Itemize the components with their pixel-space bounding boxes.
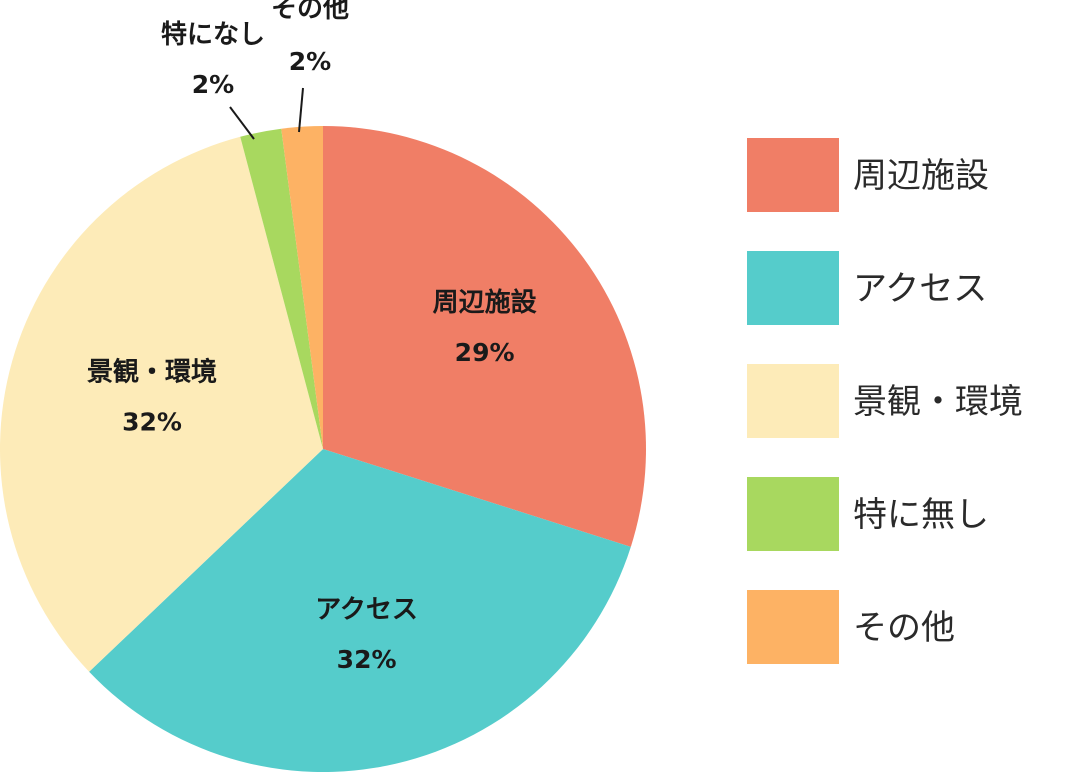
pie-slices xyxy=(0,126,646,773)
legend-swatch-4 xyxy=(747,477,839,551)
slice-value-label-5: 2% xyxy=(289,47,331,76)
legend-swatch-5 xyxy=(747,590,839,664)
slice-labels: 周辺施設 29% アクセス 32% 景観・環境 32% 特になし 2% その他 2% xyxy=(87,0,538,674)
slice-value-label-2: 32% xyxy=(337,645,397,674)
slice-label-2: アクセス xyxy=(315,595,418,625)
legend-swatch-2 xyxy=(747,251,839,325)
legend-label-4: 特に無し xyxy=(853,495,989,535)
slice-label-3: 景観・環境 xyxy=(87,357,217,388)
pie-slice-5 xyxy=(281,126,323,449)
legend-label-2: アクセス xyxy=(853,269,987,309)
legend-label-1: 周辺施設 xyxy=(853,156,989,196)
slice-value-label-3: 32% xyxy=(122,408,182,437)
legend-swatch-1 xyxy=(747,138,839,212)
pie-slice-4 xyxy=(240,128,323,449)
slice-label-4: 特になし xyxy=(161,19,265,50)
pie-slice-1 xyxy=(323,126,646,547)
leader-lines xyxy=(229,87,304,140)
leader-line-4 xyxy=(229,106,255,140)
legend-label-5: その他 xyxy=(853,608,955,648)
legend-swatch-3 xyxy=(747,364,839,438)
slice-label-1: 周辺施設 xyxy=(433,287,538,318)
pie-slice-3 xyxy=(0,136,323,672)
slice-value-label-1: 29% xyxy=(455,338,515,367)
leader-line-5 xyxy=(298,87,304,133)
slice-value-label-4: 2% xyxy=(192,70,234,99)
slice-label-5: その他 xyxy=(271,0,349,24)
legend-label-3: 景観・環境 xyxy=(853,382,1023,422)
pie-slice-2 xyxy=(89,449,631,773)
